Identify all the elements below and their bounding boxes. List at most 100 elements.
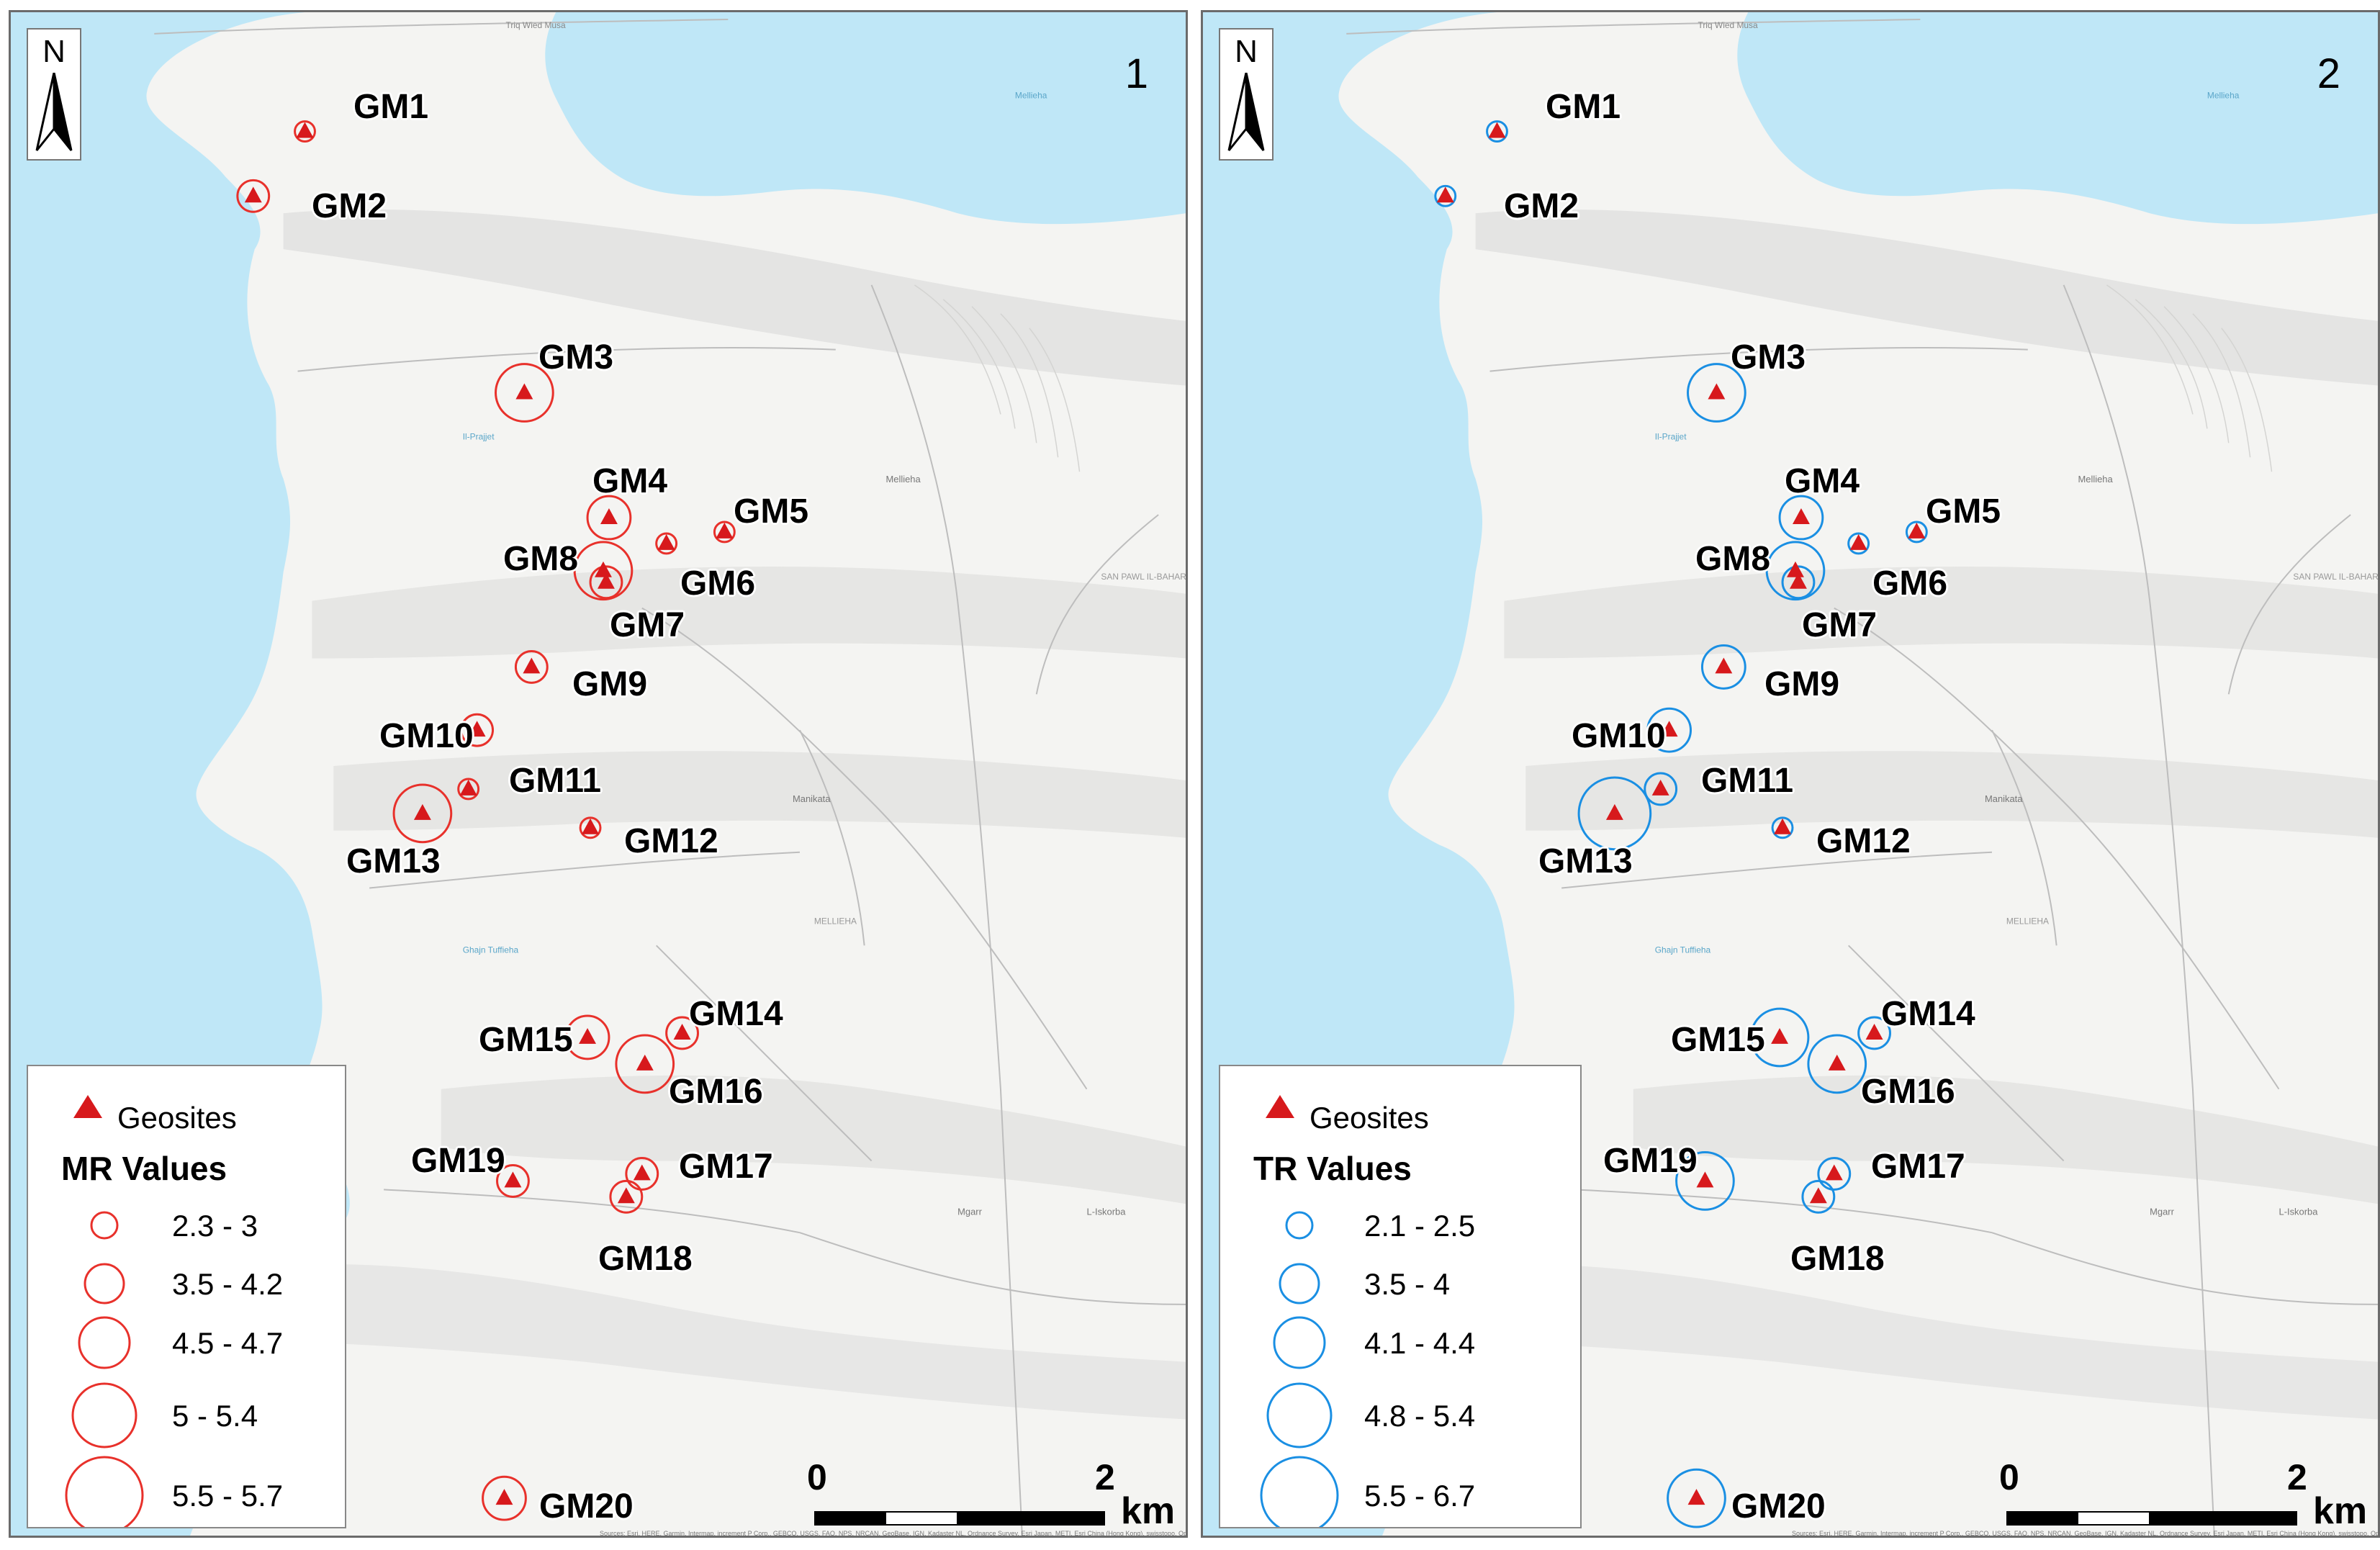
geosite-value-circle [713,521,736,544]
geosite-triangle-marker[interactable] [1651,779,1669,796]
geosite-triangle-marker[interactable] [504,1171,522,1188]
geosite-triangle-marker[interactable] [716,522,734,539]
north-label: N [42,34,66,69]
geosite-triangle-marker[interactable] [495,1489,513,1505]
geosite-label-gm19: GM19 [1603,1142,1698,1180]
legend-class-2-label: 3.5 - 4.2 [172,1267,284,1301]
relief-ridge-5 [225,1263,1186,1420]
geosite-label-gm18: GM18 [1790,1240,1885,1278]
scale-start-label: 0 [807,1457,827,1497]
scale-bar-segment-2 [2077,1511,2150,1526]
geosite-markers-tr [1434,120,1928,1528]
legend-class-5-label: 5.5 - 5.7 [172,1479,284,1513]
geosite-triangle-marker[interactable] [1708,383,1726,400]
geosite-value-circle [1646,707,1692,753]
geosite-triangle-marker[interactable] [459,779,477,796]
geosite-triangle-marker[interactable] [523,657,541,674]
map-attribution: Sources: Esri, HERE, Garmin, Intermap, i… [600,1530,1187,1537]
place-label-ghajn-tuffieha: Ghajn Tuffieha [1655,945,1711,955]
relief-ridge-5 [1417,1263,2378,1420]
geosite-value-circle [236,179,271,213]
sea-north-bay [545,12,1186,225]
geosite-triangle-marker[interactable] [600,508,618,524]
geosite-label-gm13: GM13 [1538,842,1633,880]
place-label-mellieha-road: MELLIEHA [814,916,857,926]
legend-class-4-circle [71,1382,138,1448]
geosite-triangle-marker[interactable] [1787,561,1804,577]
geosite-triangle-marker[interactable] [1865,1024,1883,1040]
geosite-triangle-marker[interactable] [617,1187,635,1204]
place-label-mellieha-town: Mellieha [886,474,921,485]
geosite-label-gm2: GM2 [312,187,387,225]
geosite-label-gm6: GM6 [680,564,756,603]
scale-bar: 0 2 km [1999,1456,2374,1532]
geosite-label-gm20: GM20 [539,1487,634,1526]
geosite-triangle-marker[interactable] [636,1054,654,1071]
geosite-value-circle [1577,776,1652,851]
geosite-triangle-marker[interactable] [1687,1489,1705,1505]
geosite-triangle-marker[interactable] [1908,522,1926,539]
geosite-triangle-marker[interactable] [1715,657,1733,674]
geosite-label-gm5: GM5 [1926,492,2001,531]
geosite-triangle-marker[interactable] [673,1024,691,1040]
geosite-triangle-marker[interactable] [468,721,486,737]
geosite-triangle-marker[interactable] [1849,533,1867,550]
geosite-triangle-marker[interactable] [413,803,431,820]
geosite-triangle-marker[interactable] [1790,572,1807,589]
geosite-value-circle [1801,1179,1836,1214]
legend-class-2-label: 3.5 - 4 [1364,1267,1451,1301]
geosite-label-gm1: GM1 [1546,88,1621,126]
geosite-label-gm12: GM12 [624,822,718,860]
geosite-label-gm14: GM14 [1881,995,1975,1033]
geosite-value-circle [1771,816,1794,839]
place-label-mellieha-bay: Mellieha [2207,91,2240,101]
geosite-triangle-marker[interactable] [595,561,612,577]
geosite-triangle-marker[interactable] [582,818,599,834]
geosite-triangle-marker[interactable] [1436,186,1454,203]
geosite-triangle-marker[interactable] [1771,1027,1789,1044]
north-arrow-icon [1227,73,1265,151]
geosite-label-gm14: GM14 [689,995,783,1033]
geosite-triangle-marker[interactable] [579,1027,597,1044]
north-arrow-icon [35,73,73,151]
scale-unit-label: km [1121,1490,1176,1532]
geosite-value-circle [1687,363,1746,423]
geosite-value-circle [1486,120,1508,143]
geosite-value-circle [573,541,634,601]
geosite-triangle-marker[interactable] [598,572,615,589]
geosite-value-circle [1778,495,1824,541]
geosite-value-circle [1644,772,1678,806]
geosite-triangle-marker[interactable] [1605,803,1623,820]
geosite-triangle-marker[interactable] [1660,721,1678,737]
geosite-triangle-marker[interactable] [1696,1171,1714,1188]
geosite-triangle-marker[interactable] [1488,122,1506,138]
legend-class-5-circle [1260,1456,1339,1527]
place-label-manikata: Manikata [793,793,831,804]
geosite-value-circle [1765,541,1826,601]
geosite-triangle-marker[interactable] [1825,1164,1843,1181]
geosite-label-gm4: GM4 [592,462,668,500]
legend-class-2-circle [84,1263,125,1305]
geosite-value-circle [482,1475,527,1521]
place-label-l-iskorba: L-Iskorba [1087,1206,1127,1217]
geosite-value-circle [579,816,602,839]
legend-class-symbols [65,1211,144,1527]
map-panel-mr: Triq Wied Musa Mellieha Il-Prajjet Melli… [9,10,1188,1538]
relief-ridge-2 [1504,566,2378,659]
geosite-triangle-marker[interactable] [244,186,262,203]
relief-ridge-1 [1475,209,2378,386]
geosite-triangle-marker[interactable] [296,122,314,138]
relief-ridge-1 [283,209,1186,386]
geosite-triangle-marker[interactable] [1774,818,1791,834]
geosite-label-gm4: GM4 [1785,462,1860,500]
relief-ridge-4 [1633,1075,2378,1204]
geosite-triangle-marker[interactable] [1809,1187,1827,1204]
legend-class-5-label: 5.5 - 6.7 [1364,1479,1476,1513]
geosite-triangle-marker[interactable] [633,1164,651,1181]
geosite-triangle-marker[interactable] [657,533,675,550]
geosite-triangle-marker[interactable] [515,383,533,400]
place-label-il-prajjet: Il-Prajjet [463,431,495,441]
geosite-triangle-marker[interactable] [1828,1054,1846,1071]
geosite-triangle-marker[interactable] [1792,508,1810,524]
legend-class-4-label: 5 - 5.4 [172,1399,258,1433]
